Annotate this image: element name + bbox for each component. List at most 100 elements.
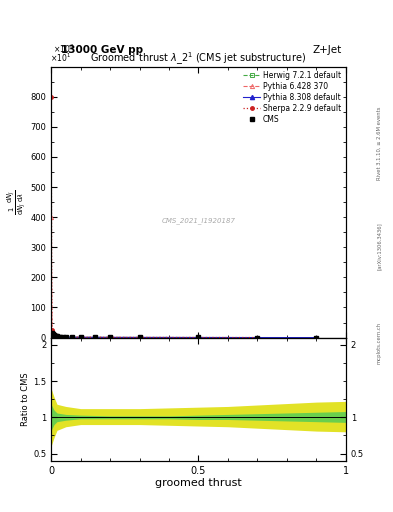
CMS [70,334,74,340]
Text: $\times10^1$: $\times10^1$ [50,51,71,64]
Sherpa 2.2.9 default [51,330,55,336]
Line: Sherpa 2.2.9 default: Sherpa 2.2.9 default [50,95,259,339]
Sherpa 2.2.9 default [50,327,54,333]
Pythia 6.428 370 [57,334,61,340]
Herwig 7.2.1 default [314,334,319,340]
Pythia 6.428 370 [50,328,54,334]
Y-axis label: $\frac{1}{\mathrm{d}N_J}\frac{\mathrm{d}N_J}{\mathrm{d}\lambda}$: $\frac{1}{\mathrm{d}N_J}\frac{\mathrm{d}… [5,189,28,215]
Pythia 8.308 default [58,334,62,340]
Pythia 6.428 370 [53,333,58,339]
Legend: Herwig 7.2.1 default, Pythia 6.428 370, Pythia 8.308 default, Sherpa 2.2.9 defau: Herwig 7.2.1 default, Pythia 6.428 370, … [241,69,343,126]
Pythia 8.308 default [314,334,319,340]
Pythia 8.308 default [55,334,60,340]
Pythia 8.308 default [108,334,112,340]
Pythia 8.308 default [196,334,201,340]
Title: Groomed thrust $\lambda\_2^1$ (CMS jet substructure): Groomed thrust $\lambda\_2^1$ (CMS jet s… [90,50,307,67]
Herwig 7.2.1 default [255,334,260,340]
Herwig 7.2.1 default [78,334,83,340]
Text: [arXiv:1306.3436]: [arXiv:1306.3436] [377,222,382,270]
Pythia 6.428 370 [58,334,62,340]
Herwig 7.2.1 default [108,334,112,340]
Pythia 8.308 default [137,334,142,340]
Y-axis label: Ratio to CMS: Ratio to CMS [21,372,30,426]
CMS [137,334,142,340]
Herwig 7.2.1 default [51,332,55,338]
Pythia 8.308 default [255,334,260,340]
Herwig 7.2.1 default [51,332,56,338]
Pythia 8.308 default [50,333,54,339]
CMS [108,334,112,340]
CMS [58,334,62,340]
CMS [93,334,98,340]
Herwig 7.2.1 default [93,334,98,340]
Pythia 8.308 default [53,333,58,339]
Herwig 7.2.1 default [64,334,68,340]
Pythia 8.308 default [57,334,61,340]
Herwig 7.2.1 default [52,333,57,339]
CMS [51,332,56,338]
X-axis label: groomed thrust: groomed thrust [155,478,242,488]
Pythia 8.308 default [51,333,55,339]
CMS [78,334,83,340]
Herwig 7.2.1 default [137,334,142,340]
CMS [51,331,55,337]
Sherpa 2.2.9 default [93,334,98,340]
CMS [52,333,57,339]
Pythia 6.428 370 [64,334,68,340]
CMS [50,330,54,336]
Sherpa 2.2.9 default [255,334,260,340]
Sherpa 2.2.9 default [58,334,62,340]
Herwig 7.2.1 default [196,334,201,340]
Line: Herwig 7.2.1 default: Herwig 7.2.1 default [50,332,318,339]
Pythia 8.308 default [93,334,98,340]
Text: Rivet 3.1.10, ≥ 2.6M events: Rivet 3.1.10, ≥ 2.6M events [377,106,382,180]
Sherpa 2.2.9 default [64,334,68,340]
Pythia 6.428 370 [78,334,83,340]
Pythia 6.428 370 [49,214,53,220]
Sherpa 2.2.9 default [52,332,57,338]
Pythia 8.308 default [51,333,56,339]
CMS [255,334,260,340]
Sherpa 2.2.9 default [196,334,201,340]
Pythia 8.308 default [61,334,66,340]
Text: Z+Jet: Z+Jet [313,45,342,55]
Herwig 7.2.1 default [53,333,58,339]
Text: 13000 GeV pp: 13000 GeV pp [61,45,143,55]
CMS [196,334,201,340]
Pythia 8.308 default [70,334,74,340]
Sherpa 2.2.9 default [51,332,56,338]
Herwig 7.2.1 default [58,334,62,340]
Sherpa 2.2.9 default [108,334,112,340]
Sherpa 2.2.9 default [70,334,74,340]
Pythia 6.428 370 [255,334,260,340]
Pythia 6.428 370 [51,330,55,336]
CMS [57,333,61,339]
Line: Pythia 8.308 default: Pythia 8.308 default [50,334,318,339]
CMS [61,334,66,340]
Pythia 8.308 default [52,333,57,339]
Pythia 6.428 370 [52,333,57,339]
CMS [64,334,68,340]
Pythia 6.428 370 [314,334,319,340]
Pythia 6.428 370 [137,334,142,340]
Sherpa 2.2.9 default [78,334,83,340]
Pythia 8.308 default [78,334,83,340]
Herwig 7.2.1 default [55,333,60,339]
Pythia 6.428 370 [196,334,201,340]
Sherpa 2.2.9 default [61,334,66,340]
Line: CMS: CMS [50,331,318,339]
Herwig 7.2.1 default [61,334,66,340]
Line: Pythia 6.428 370: Pythia 6.428 370 [49,215,318,339]
Sherpa 2.2.9 default [57,333,61,339]
Pythia 6.428 370 [51,332,56,338]
Herwig 7.2.1 default [50,331,54,337]
Pythia 6.428 370 [93,334,98,340]
Herwig 7.2.1 default [57,334,61,340]
CMS [53,333,58,339]
Text: CMS_2021_I1920187: CMS_2021_I1920187 [162,218,235,224]
Text: $\times10^3$: $\times10^3$ [53,43,74,55]
CMS [314,334,319,340]
Pythia 6.428 370 [61,334,66,340]
Pythia 6.428 370 [70,334,74,340]
Sherpa 2.2.9 default [49,94,53,100]
